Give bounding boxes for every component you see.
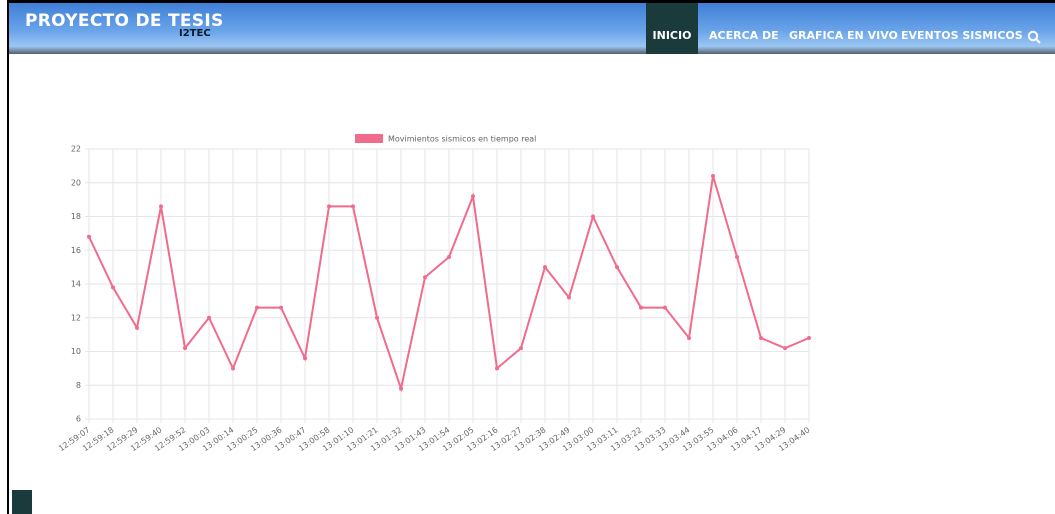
- data-point: [351, 204, 355, 209]
- y-tick-label: 14: [71, 280, 81, 289]
- data-point: [759, 336, 763, 340]
- border: [7, 0, 1055, 3]
- y-tick-label: 10: [71, 347, 81, 356]
- corner-block: [12, 490, 32, 514]
- nav-link[interactable]: GRAFICA EN VIVO: [789, 29, 898, 42]
- data-point: [159, 204, 163, 209]
- data-point: [375, 315, 379, 320]
- nav-link[interactable]: ACERCA DE: [709, 29, 779, 42]
- y-tick-label: 12: [71, 313, 81, 322]
- data-point: [807, 336, 811, 340]
- search-icon[interactable]: [1027, 30, 1041, 44]
- legend-label: Movimientos sismicos en tiempo real: [388, 135, 536, 144]
- data-point: [471, 194, 475, 199]
- data-point: [111, 285, 115, 290]
- y-tick-label: 22: [71, 145, 81, 154]
- data-point: [255, 305, 259, 310]
- data-point: [183, 346, 187, 351]
- data-point: [423, 275, 427, 280]
- data-point: [783, 346, 787, 351]
- data-point: [447, 255, 451, 259]
- header: PROYECTO DE TESIS I2TEC INICIO ACERCA DE…: [9, 3, 1055, 54]
- data-point: [687, 336, 691, 340]
- data-point: [135, 325, 139, 330]
- data-point: [207, 315, 211, 320]
- data-point: [735, 255, 739, 259]
- data-point: [327, 204, 331, 209]
- data-point: [543, 265, 547, 270]
- nav-link[interactable]: EVENTOS SISMICOS: [901, 29, 1023, 42]
- data-point: [615, 265, 619, 270]
- data-point: [495, 366, 499, 371]
- data-point: [87, 234, 91, 239]
- data-point: [591, 214, 595, 219]
- nav-link[interactable]: INICIO: [646, 3, 698, 54]
- data-point: [279, 305, 283, 310]
- y-tick-label: 16: [71, 246, 81, 255]
- y-tick-label: 20: [71, 178, 81, 187]
- chart: Movimientos sismicos en tiempo real 6 8 10…: [57, 134, 812, 453]
- data-point: [303, 356, 307, 361]
- y-tick-label: 6: [76, 415, 81, 424]
- border: [7, 0, 9, 514]
- data-point: [231, 366, 235, 371]
- y-tick-label: 18: [71, 212, 81, 221]
- site-title[interactable]: PROYECTO DE TESIS: [25, 11, 224, 31]
- legend-swatch: [355, 134, 383, 143]
- data-point: [663, 305, 667, 310]
- data-point: [399, 386, 403, 391]
- data-point: [519, 346, 523, 351]
- data-point: [711, 174, 715, 178]
- site-subtitle: I2TEC: [179, 28, 211, 39]
- data-point: [567, 295, 571, 300]
- y-tick-label: 8: [76, 381, 81, 390]
- data-point: [639, 305, 643, 310]
